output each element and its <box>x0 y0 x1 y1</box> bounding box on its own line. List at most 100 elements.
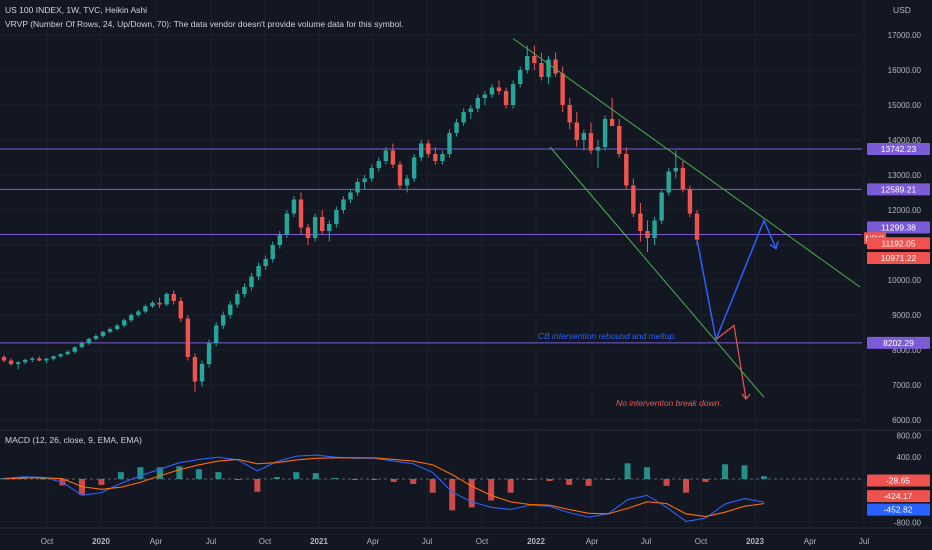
macd-histogram-bar <box>683 479 690 493</box>
price-tick-label: 10000.00 <box>888 276 922 285</box>
vrvp-indicator-label[interactable]: VRVP (Number Of Rows, 24, Up/Down, 70): … <box>5 19 404 29</box>
time-tick-label: 2022 <box>527 537 545 546</box>
candle-body <box>51 356 56 359</box>
candle-body <box>694 213 700 240</box>
candle-body <box>496 87 502 91</box>
candle-body <box>157 302 162 305</box>
macd-histogram-bar <box>527 479 534 480</box>
candle-body <box>37 358 42 361</box>
candle-body <box>411 157 417 179</box>
macd-histogram-bar <box>741 465 748 479</box>
price-label-bg <box>867 183 930 196</box>
time-tick-label: Oct <box>476 537 489 546</box>
macd-value-text: -452.82 <box>884 505 913 515</box>
candle-body <box>93 336 99 339</box>
macd-histogram-bar <box>488 479 495 501</box>
macd-histogram-bar <box>254 479 261 492</box>
macd-histogram-bar <box>605 479 612 480</box>
price-label-text: 8202.29 <box>883 338 914 348</box>
candle-body <box>298 199 304 228</box>
price-tick-label: 7000.00 <box>892 381 921 390</box>
price-label-level: 12589.21 <box>867 183 930 196</box>
price-label-text: 10971.22 <box>881 253 917 263</box>
time-tick-label: Oct <box>259 537 272 546</box>
time-tick-label: Apr <box>150 537 163 546</box>
candle-body <box>15 362 21 364</box>
candle-body <box>440 154 445 161</box>
candle-body <box>419 143 424 158</box>
candle-body <box>482 94 488 98</box>
price-tick-label: 9000.00 <box>892 311 921 320</box>
price-label-bg <box>867 237 930 250</box>
macd-value-label: -452.82 <box>867 503 930 516</box>
candle-body <box>58 354 63 357</box>
candle-body <box>369 168 374 179</box>
candle-body <box>631 185 636 214</box>
candle-body <box>454 122 459 133</box>
price-tick-label: 8000.00 <box>892 346 921 355</box>
macd-histogram-bar <box>98 479 105 485</box>
candle-body <box>23 359 28 363</box>
price-axis[interactable]: 17000.00 16000.00 15000.00 14000.00 13000.00… <box>864 31 930 528</box>
candle-body <box>164 294 169 305</box>
macd-indicator-label[interactable]: MACD (12, 26, close, 9, EMA, EMA) <box>5 435 142 445</box>
candle-body <box>1 357 7 361</box>
candle-body <box>312 217 318 238</box>
price-tick-label: 17000.00 <box>888 31 922 40</box>
candle-body <box>291 199 297 214</box>
macd-histogram-bar <box>644 467 651 479</box>
macd-histogram-bar <box>215 472 222 479</box>
macd-histogram-bar <box>117 472 124 479</box>
candle-body <box>249 276 254 287</box>
macd-histogram-bar <box>507 479 514 493</box>
candle-body <box>136 311 141 315</box>
candle-body <box>199 364 205 382</box>
macd-histogram-bar <box>332 478 339 480</box>
candle-body <box>129 315 134 321</box>
macd-histogram-bar <box>663 479 670 486</box>
candle-body <box>235 294 240 305</box>
symbol-title[interactable]: US 100 INDEX, 1W, TVC, Heikin Ashi <box>5 5 148 15</box>
time-axis[interactable]: Oct 2020 Apr Jul Oct 2021 Apr Jul Oct 2022 Apr Jul O… <box>41 537 870 546</box>
macd-histogram-bar <box>429 479 436 493</box>
macd-histogram-bar <box>234 479 241 480</box>
time-tick-label: Apr <box>367 537 380 546</box>
macd-histogram-bar <box>273 477 280 479</box>
candle-body <box>588 133 594 151</box>
candle-body <box>426 143 431 154</box>
candle-body <box>680 168 686 189</box>
macd-histogram-bar <box>371 479 378 480</box>
price-label-bg <box>867 336 930 349</box>
candle-body <box>30 358 35 360</box>
macd-value-bg <box>867 490 930 503</box>
candle-body <box>242 287 247 294</box>
macd-value-text: -28.65 <box>886 476 910 486</box>
candle-body <box>532 56 537 63</box>
candle-body <box>567 105 572 123</box>
candle-body <box>645 231 650 238</box>
candle-body <box>192 357 198 382</box>
candle-body <box>256 266 261 277</box>
candle-body <box>213 325 219 343</box>
arrow-head-rebound <box>769 241 779 250</box>
candle-body <box>362 178 367 182</box>
macd-line <box>3 454 765 523</box>
candle-body <box>574 122 579 140</box>
candle-body <box>560 73 565 105</box>
candle-body <box>475 98 480 109</box>
candle-body <box>341 199 346 210</box>
candle-body <box>122 320 127 326</box>
candle-body <box>539 63 544 77</box>
macd-histogram-bar <box>702 479 709 482</box>
candle-body <box>206 343 212 364</box>
price-label-level: 8202.29 <box>867 336 930 349</box>
macd-histogram-bar <box>156 467 163 479</box>
price-label-bg <box>867 252 930 265</box>
price-label-bg <box>867 143 930 156</box>
candle-body <box>305 227 311 238</box>
candle-body <box>433 154 438 161</box>
price-tick-label: 6000.00 <box>892 416 921 425</box>
price-label-text: 11299.38 <box>881 223 916 233</box>
time-tick-label: 2021 <box>310 537 328 546</box>
